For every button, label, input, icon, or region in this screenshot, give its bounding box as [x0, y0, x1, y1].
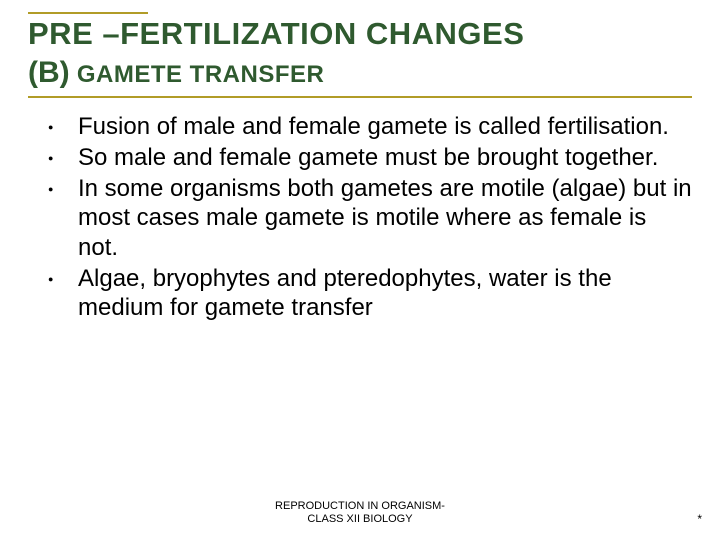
list-item: Fusion of male and female gamete is call… [56, 112, 692, 141]
page-mark: * [697, 512, 702, 526]
sub-title-paren: (B) [28, 56, 70, 89]
footer-line-2: CLASS XII BIOLOGY [0, 513, 720, 526]
list-item: Algae, bryophytes and pteredophytes, wat… [56, 264, 692, 323]
title-rule-top [28, 12, 148, 14]
title-block: PRE –FERTILIZATION CHANGES (B) GAMETE TR… [28, 16, 692, 98]
list-item: In some organisms both gametes are motil… [56, 174, 692, 262]
sub-title: (B) GAMETE TRANSFER [28, 56, 692, 90]
main-title: PRE –FERTILIZATION CHANGES [28, 16, 692, 52]
footer: REPRODUCTION IN ORGANISM- CLASS XII BIOL… [0, 500, 720, 526]
slide: PRE –FERTILIZATION CHANGES (B) GAMETE TR… [0, 0, 720, 540]
sub-title-rest: GAMETE TRANSFER [70, 61, 325, 88]
bullet-list: Fusion of male and female gamete is call… [28, 112, 692, 323]
list-item: So male and female gamete must be brough… [56, 143, 692, 172]
footer-line-1: REPRODUCTION IN ORGANISM- [0, 500, 720, 513]
